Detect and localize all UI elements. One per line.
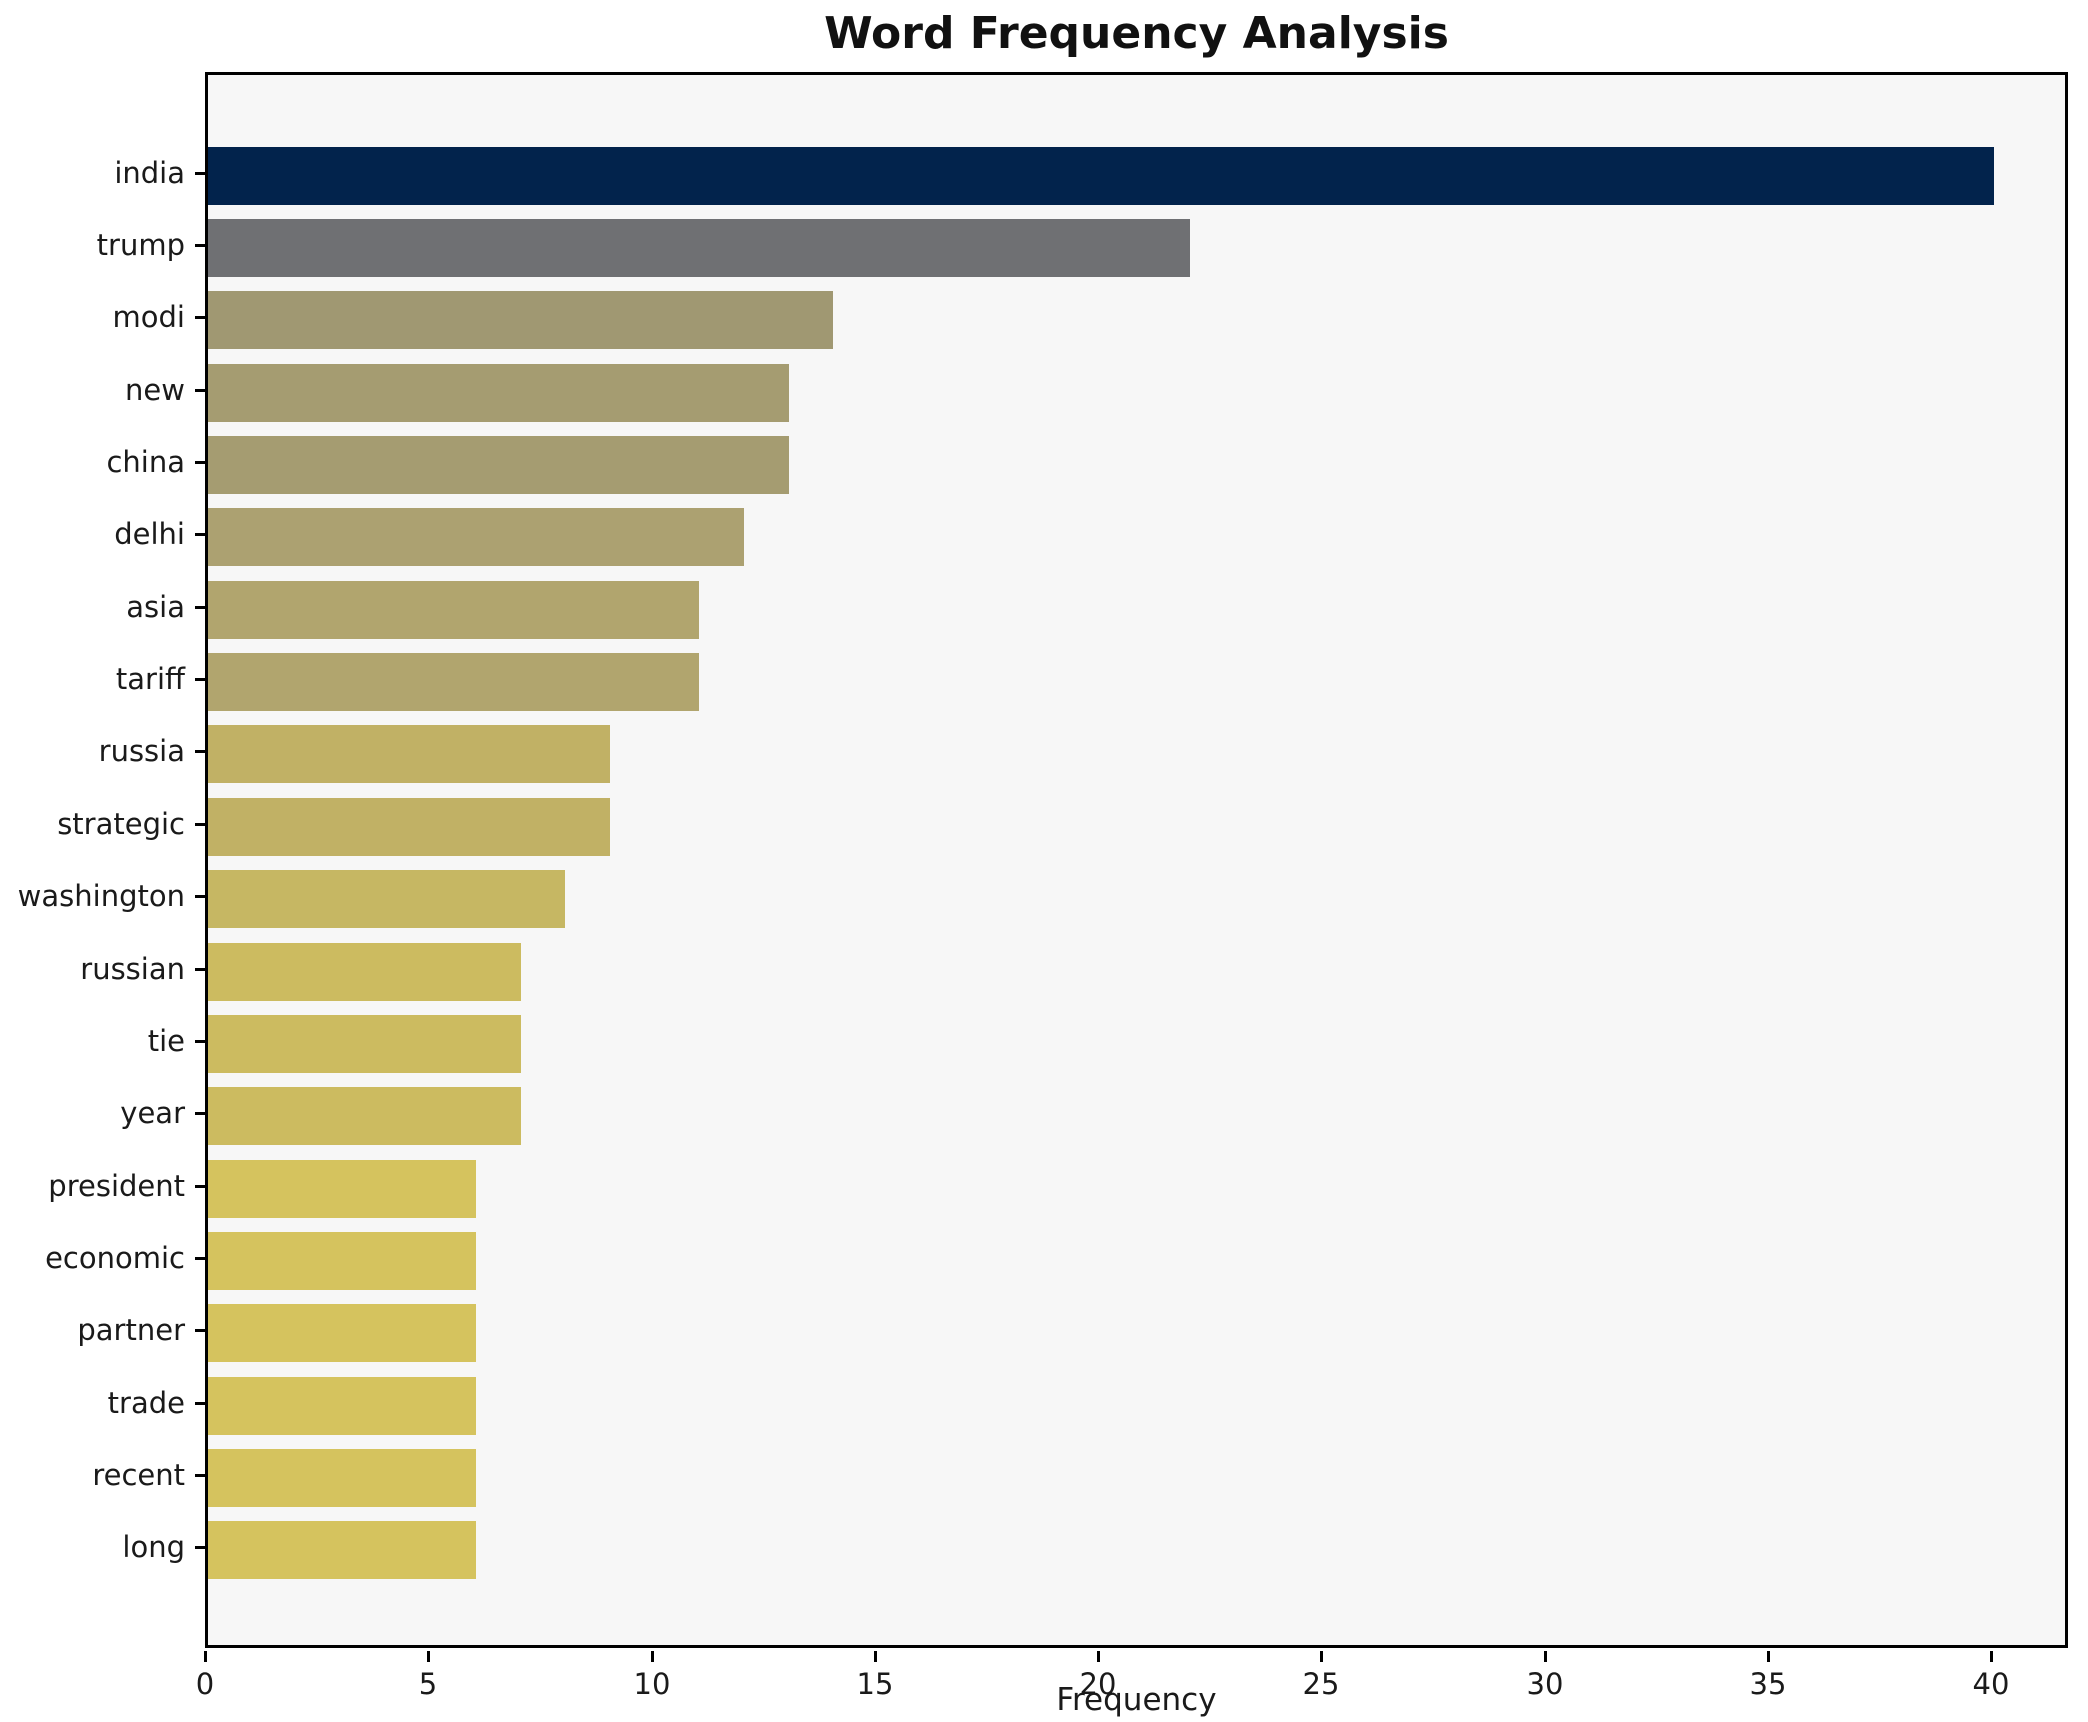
bar-economic bbox=[208, 1232, 476, 1290]
y-tick-russia bbox=[195, 750, 205, 753]
y-tick-label-recent: recent bbox=[92, 1458, 185, 1492]
y-tick-trump bbox=[195, 244, 205, 247]
y-tick-label-long: long bbox=[122, 1530, 185, 1564]
y-tick-new bbox=[195, 389, 205, 392]
y-tick-washington bbox=[195, 895, 205, 898]
y-tick-long bbox=[195, 1546, 205, 1549]
x-tick-20 bbox=[1097, 1651, 1100, 1662]
x-tick-label-15: 15 bbox=[856, 1667, 894, 1701]
bar-russia bbox=[208, 725, 610, 783]
y-tick-label-tariff: tariff bbox=[115, 662, 185, 696]
y-tick-label-india: india bbox=[114, 156, 185, 190]
y-tick-label-washington: washington bbox=[17, 879, 185, 913]
chart-title: Word Frequency Analysis bbox=[824, 8, 1449, 59]
y-tick-label-china: china bbox=[106, 445, 185, 479]
y-tick-economic bbox=[195, 1257, 205, 1260]
y-tick-president bbox=[195, 1185, 205, 1188]
bar-strategic bbox=[208, 798, 610, 856]
y-tick-label-trump: trump bbox=[96, 228, 185, 262]
bar-partner bbox=[208, 1304, 476, 1362]
bar-trade bbox=[208, 1377, 476, 1435]
y-tick-year bbox=[195, 1112, 205, 1115]
x-tick-30 bbox=[1544, 1651, 1547, 1662]
y-tick-label-tie: tie bbox=[147, 1024, 185, 1058]
y-tick-label-president: president bbox=[48, 1169, 185, 1203]
x-tick-label-30: 30 bbox=[1526, 1667, 1564, 1701]
y-tick-recent bbox=[195, 1474, 205, 1477]
bar-tie bbox=[208, 1015, 521, 1073]
bar-recent bbox=[208, 1449, 476, 1507]
y-tick-label-partner: partner bbox=[77, 1313, 185, 1347]
y-tick-label-russia: russia bbox=[98, 734, 185, 768]
bar-year bbox=[208, 1087, 521, 1145]
x-tick-10 bbox=[651, 1651, 654, 1662]
y-tick-russian bbox=[195, 968, 205, 971]
x-tick-label-0: 0 bbox=[195, 1667, 215, 1701]
y-tick-strategic bbox=[195, 823, 205, 826]
bar-new bbox=[208, 364, 789, 422]
y-tick-label-economic: economic bbox=[45, 1241, 185, 1275]
bar-long bbox=[208, 1521, 476, 1579]
x-tick-40 bbox=[1990, 1651, 1993, 1662]
y-tick-label-asia: asia bbox=[126, 590, 185, 624]
y-tick-trade bbox=[195, 1402, 205, 1405]
x-tick-label-10: 10 bbox=[633, 1667, 671, 1701]
x-tick-label-35: 35 bbox=[1749, 1667, 1787, 1701]
bar-washington bbox=[208, 870, 565, 928]
bar-president bbox=[208, 1160, 476, 1218]
bar-china bbox=[208, 436, 789, 494]
x-tick-5 bbox=[427, 1651, 430, 1662]
y-tick-china bbox=[195, 461, 205, 464]
x-tick-25 bbox=[1320, 1651, 1323, 1662]
y-tick-label-year: year bbox=[120, 1096, 185, 1130]
y-tick-modi bbox=[195, 316, 205, 319]
y-tick-delhi bbox=[195, 533, 205, 536]
plot-area bbox=[205, 72, 2068, 1648]
y-tick-label-trade: trade bbox=[107, 1386, 185, 1420]
y-tick-label-modi: modi bbox=[112, 300, 185, 334]
y-tick-label-russian: russian bbox=[80, 952, 185, 986]
y-tick-label-strategic: strategic bbox=[57, 807, 185, 841]
x-tick-label-5: 5 bbox=[418, 1667, 438, 1701]
x-tick-label-25: 25 bbox=[1302, 1667, 1340, 1701]
x-tick-0 bbox=[204, 1651, 207, 1662]
y-tick-tariff bbox=[195, 678, 205, 681]
x-tick-15 bbox=[874, 1651, 877, 1662]
y-tick-india bbox=[195, 172, 205, 175]
y-tick-label-delhi: delhi bbox=[114, 517, 185, 551]
x-tick-label-40: 40 bbox=[1972, 1667, 2010, 1701]
y-tick-label-new: new bbox=[125, 373, 185, 407]
bar-trump bbox=[208, 219, 1190, 277]
bar-tariff bbox=[208, 653, 699, 711]
bar-india bbox=[208, 147, 1994, 205]
x-axis-label: Frequency bbox=[1056, 1682, 1217, 1718]
y-tick-partner bbox=[195, 1329, 205, 1332]
bar-delhi bbox=[208, 508, 744, 566]
bar-russian bbox=[208, 943, 521, 1001]
bar-asia bbox=[208, 581, 699, 639]
y-tick-tie bbox=[195, 1040, 205, 1043]
x-tick-label-20: 20 bbox=[1079, 1667, 1117, 1701]
bar-modi bbox=[208, 291, 833, 349]
y-tick-asia bbox=[195, 606, 205, 609]
x-tick-35 bbox=[1767, 1651, 1770, 1662]
